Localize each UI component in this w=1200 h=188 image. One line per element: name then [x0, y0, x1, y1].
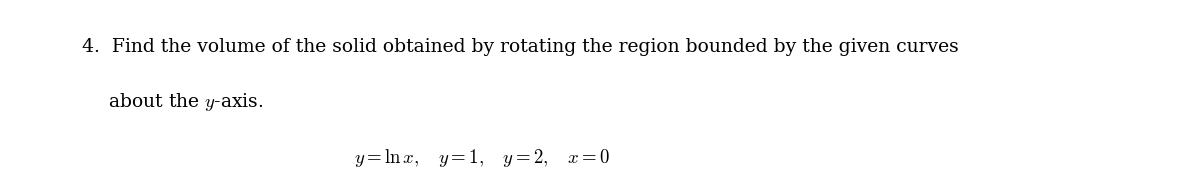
Text: 4.  Find the volume of the solid obtained by rotating the region bounded by the : 4. Find the volume of the solid obtained… — [82, 38, 959, 56]
Text: about the $y$-axis.: about the $y$-axis. — [108, 90, 264, 113]
Text: $y = \ln x, \quad y = 1, \quad y = 2, \quad x = 0$: $y = \ln x, \quad y = 1, \quad y = 2, \q… — [354, 147, 610, 169]
